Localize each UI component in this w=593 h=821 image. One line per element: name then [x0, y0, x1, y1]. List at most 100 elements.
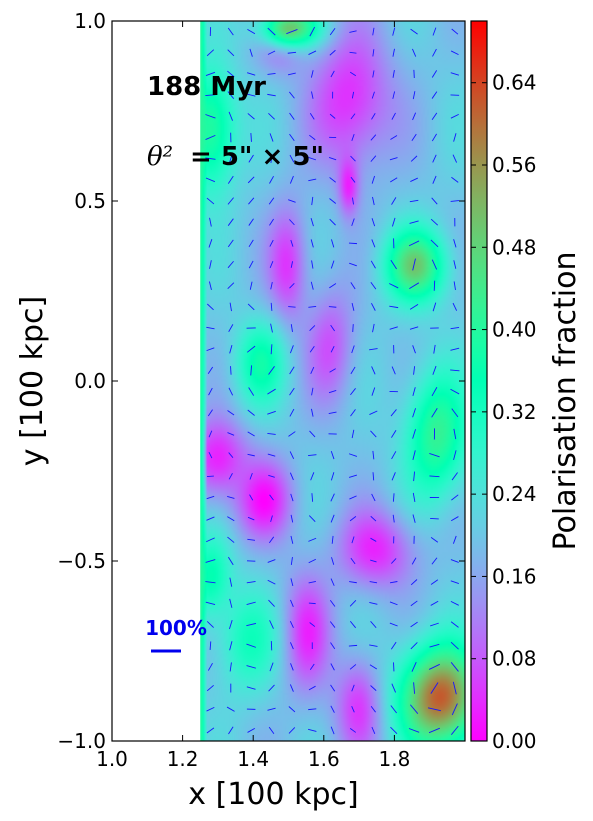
polarisation-vector	[289, 451, 295, 459]
colorbar-tick-label: 0.40	[492, 318, 537, 342]
polarisation-vector	[351, 429, 355, 439]
polarisation-vector	[228, 726, 234, 735]
polarisation-vector	[370, 281, 377, 290]
polarisation-vector	[206, 684, 214, 692]
x-tick-label: 1.4	[237, 747, 269, 771]
polarisation-vector	[391, 430, 397, 438]
polarisation-vector	[371, 726, 376, 735]
polarisation-vector	[330, 451, 335, 460]
polarisation-vector	[205, 157, 216, 160]
polarisation-vector	[309, 622, 316, 627]
polarisation-vector	[372, 323, 375, 333]
polarisation-vector	[309, 134, 316, 141]
polarisation-vector	[246, 665, 256, 669]
polarisation-vector	[308, 306, 317, 308]
polarisation-vector	[247, 176, 255, 184]
polarisation-vector	[268, 197, 275, 205]
polarisation-vector	[369, 664, 378, 670]
polarisation-vector	[310, 70, 314, 78]
polarisation-vector	[309, 112, 315, 120]
polarisation-vector	[451, 176, 459, 183]
polarisation-vector	[351, 684, 355, 692]
polarisation-vector	[371, 218, 376, 227]
polarisation-vector	[329, 218, 336, 226]
polarisation-vector	[370, 685, 377, 691]
polarisation-vector	[369, 348, 378, 351]
polarisation-vector	[270, 344, 273, 355]
polarisation-vector	[289, 684, 294, 692]
polarisation-vector	[369, 644, 378, 647]
polarisation-vector	[247, 409, 255, 416]
colorbar-tick-label: 0.32	[492, 400, 537, 424]
beam-symbol: θ²	[147, 142, 173, 172]
polarisation-vector	[410, 579, 418, 586]
polarisation-vector	[389, 305, 399, 309]
polarisation-vector	[453, 260, 457, 269]
polarisation-vector	[411, 133, 417, 142]
polarisation-vector	[289, 175, 294, 184]
polarisation-vector	[390, 259, 397, 270]
polarisation-vector	[268, 112, 275, 120]
polarisation-vector	[311, 196, 314, 206]
colorbar-tick-label: 0.08	[492, 647, 537, 671]
polarisation-vector	[329, 27, 336, 36]
polarisation-vector	[289, 219, 295, 226]
polarisation-vector	[330, 472, 335, 481]
polarisation-vector	[349, 516, 357, 522]
polarisation-vector	[228, 619, 233, 630]
polarisation-vector	[289, 133, 295, 142]
polarisation-vector	[289, 154, 295, 163]
polarisation-vector	[431, 197, 438, 205]
polarisation-vector	[267, 388, 276, 395]
polarisation-vector	[309, 663, 315, 670]
polarisation-vector	[389, 283, 399, 289]
polarisation-vector	[229, 577, 233, 587]
polarisation-vector	[429, 475, 440, 478]
polarisation-vector	[248, 218, 254, 226]
polarisation-vector	[391, 197, 397, 205]
polarisation-vector	[371, 387, 376, 396]
polarisation-vector	[247, 516, 255, 521]
polarisation-vector	[289, 112, 295, 120]
polarisation-vector	[310, 366, 315, 374]
polarisation-vector	[409, 220, 419, 224]
polarisation-vector	[249, 48, 253, 57]
polarisation-vector	[227, 516, 235, 522]
polarisation-vector	[290, 556, 293, 566]
polarisation-vector	[410, 704, 419, 714]
polarisation-vector	[412, 387, 416, 397]
polarisation-vector	[389, 622, 398, 627]
polarisation-vector	[268, 474, 275, 478]
polarisation-vector	[205, 601, 216, 605]
polarisation-vector	[267, 50, 276, 55]
polarisation-vector	[391, 683, 396, 693]
polarisation-vector	[431, 407, 438, 418]
polarisation-vector	[250, 365, 253, 376]
polarisation-vector	[351, 345, 355, 354]
time-annotation: 188 Myr	[147, 72, 266, 102]
polarisation-vector	[247, 538, 256, 541]
polarisation-vector	[412, 514, 416, 523]
y-tick-label: 0.0	[74, 369, 106, 393]
polarisation-vector	[452, 154, 458, 163]
polarisation-vector	[350, 409, 356, 417]
polarisation-vector	[351, 133, 355, 141]
polarisation-vector	[267, 453, 276, 457]
polarisation-vector	[247, 303, 255, 311]
polarisation-vector	[246, 686, 256, 690]
polarisation-vector	[290, 578, 294, 587]
polarisation-vector	[431, 70, 438, 78]
polarisation-vector	[412, 450, 416, 460]
polarisation-vector	[451, 472, 458, 481]
polarisation-vector	[450, 559, 459, 563]
polarisation-vector	[330, 705, 335, 713]
polarisation-vector	[205, 134, 216, 140]
polarisation-vector	[431, 112, 438, 121]
polarisation-vector	[372, 27, 375, 36]
polarisation-vector	[247, 728, 256, 733]
polarisation-vector	[372, 49, 375, 57]
polarisation-vector	[208, 430, 213, 438]
polarisation-vector	[369, 602, 378, 605]
polarisation-vector	[267, 93, 276, 97]
polarisation-vector	[227, 91, 235, 100]
